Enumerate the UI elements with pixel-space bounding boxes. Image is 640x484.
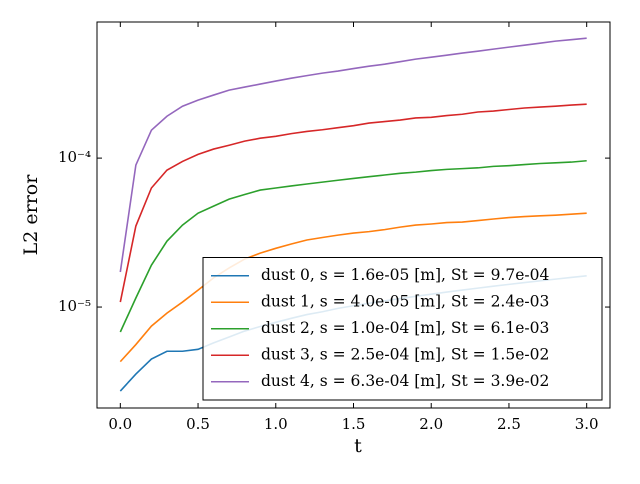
legend-label: dust 2, s = 1.0e-04 [m], St = 6.1e-03 xyxy=(261,319,549,337)
x-tick-label: 0.5 xyxy=(186,415,210,433)
legend-label: dust 3, s = 2.5e-04 [m], St = 1.5e-02 xyxy=(261,345,549,363)
y-tick-label: 10⁻⁴ xyxy=(58,148,91,166)
y-tick-label: 10⁻⁵ xyxy=(58,297,91,315)
x-tick-label: 1.0 xyxy=(264,415,288,433)
x-tick-label: 1.5 xyxy=(342,415,366,433)
series-line xyxy=(119,212,587,363)
series-line xyxy=(119,103,587,303)
x-axis-label: t xyxy=(354,435,362,457)
y-axis-label: L2 error xyxy=(20,174,42,256)
x-tick-label: 2.5 xyxy=(497,415,521,433)
x-tick-label: 3.0 xyxy=(575,415,599,433)
legend-label: dust 0, s = 1.6e-05 [m], St = 9.7e-04 xyxy=(261,266,549,284)
x-tick-label: 2.0 xyxy=(419,415,443,433)
series-line xyxy=(119,159,587,333)
x-tick-label: 0.0 xyxy=(108,415,132,433)
legend-label: dust 1, s = 4.0e-05 [m], St = 2.4e-03 xyxy=(261,292,549,310)
series-line xyxy=(119,37,587,273)
legend-box xyxy=(202,257,603,401)
legend-label: dust 4, s = 6.3e-04 [m], St = 3.9e-02 xyxy=(261,372,549,390)
